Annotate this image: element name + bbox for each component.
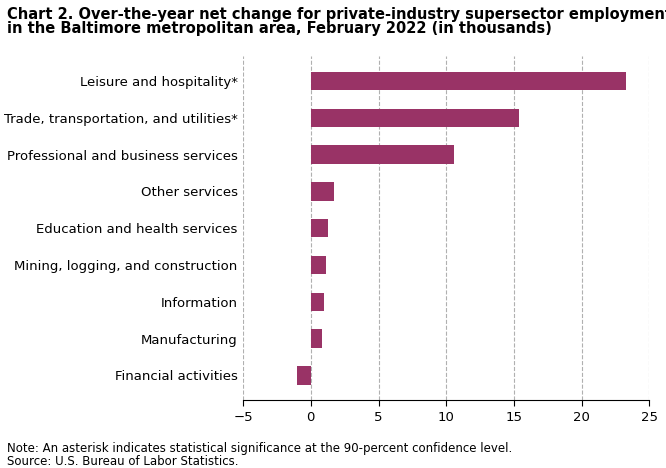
Text: Chart 2. Over-the-year net change for private-industry supersector employment: Chart 2. Over-the-year net change for pr… [7, 7, 666, 22]
Bar [311, 109, 519, 127]
Text: Source: U.S. Bureau of Labor Statistics.: Source: U.S. Bureau of Labor Statistics. [7, 455, 238, 468]
Bar [311, 219, 328, 237]
Bar [311, 182, 334, 201]
Bar [311, 292, 324, 311]
Bar [311, 256, 326, 274]
Bar [311, 146, 454, 164]
Text: in the Baltimore metropolitan area, February 2022 (in thousands): in the Baltimore metropolitan area, Febr… [7, 21, 551, 36]
Bar [311, 329, 322, 348]
Text: Note: An asterisk indicates statistical significance at the 90-percent confidenc: Note: An asterisk indicates statistical … [7, 442, 512, 455]
Bar [297, 366, 311, 385]
Bar [311, 72, 626, 90]
